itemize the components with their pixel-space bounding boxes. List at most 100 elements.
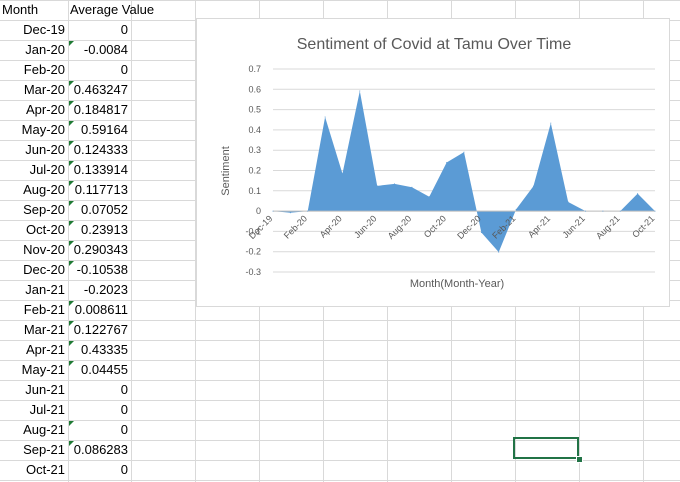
data-point-Dec-19 [272,210,274,212]
number-as-text-flag-1 [69,41,74,46]
x-tick-label: Feb-20 [282,213,309,240]
y-tick-label: 0.5 [248,105,261,115]
cell-month-20[interactable]: Aug-21 [23,422,65,437]
cell-value-18[interactable]: 0 [120,382,128,397]
x-tick-label: Jun-21 [560,213,587,240]
number-as-text-flag-21 [69,441,74,446]
cell-month-9[interactable]: Sep-20 [23,202,65,217]
cell-month-16[interactable]: Apr-21 [25,342,65,357]
cell-value-1[interactable]: -0.0084 [83,42,128,57]
data-point-Apr-20 [341,173,343,175]
number-as-text-flag-5 [69,121,74,126]
cell-value-4[interactable]: 0.184817 [73,102,128,117]
cell-month-8[interactable]: Aug-20 [23,182,65,197]
x-tick-label: Apr-21 [526,213,552,239]
number-as-text-flag-11 [69,241,74,246]
cell-month-17[interactable]: May-21 [21,362,65,377]
cell-value-5[interactable]: 0.59164 [81,122,128,137]
cell-month-3[interactable]: Mar-20 [23,82,65,97]
data-point-Feb-21 [515,208,517,210]
cell-month-5[interactable]: May-20 [21,122,65,137]
column-header-month[interactable]: Month [2,2,39,17]
cell-value-10[interactable]: 0.23913 [81,222,128,237]
data-point-Mar-21 [532,185,534,187]
number-as-text-flag-14 [69,301,74,306]
cell-value-0[interactable]: 0 [120,22,128,37]
data-point-Mar-20 [324,116,326,118]
cell-month-13[interactable]: Jan-21 [25,282,65,297]
number-as-text-flag-16 [69,341,74,346]
x-tick-label: Aug-21 [594,213,622,241]
number-as-text-flag-15 [69,321,74,326]
cell-value-22[interactable]: 0 [120,462,128,477]
y-tick-label: -0.2 [245,247,261,257]
y-tick-label: 0.3 [248,145,261,155]
cell-month-11[interactable]: Nov-20 [23,242,65,257]
data-point-Dec-20 [480,231,482,233]
number-as-text-flag-3 [69,81,74,86]
data-point-May-21 [567,201,569,203]
column-header-average-value[interactable]: Average Value [70,2,155,17]
data-point-Oct-21 [654,210,656,212]
cell-value-9[interactable]: 0.07052 [81,202,128,217]
cell-value-11[interactable]: 0.290343 [73,242,128,257]
data-point-Aug-21 [619,210,621,212]
cell-month-19[interactable]: Jul-21 [29,402,65,417]
cell-month-2[interactable]: Feb-20 [23,62,65,77]
x-tick-label: Jun-20 [352,213,379,240]
y-tick-label: -0.3 [245,267,261,277]
cell-value-7[interactable]: 0.133914 [73,162,128,177]
cell-value-16[interactable]: 0.43335 [81,342,128,357]
cell-month-21[interactable]: Sep-21 [23,442,65,457]
number-as-text-flag-10 [69,221,74,226]
cell-value-6[interactable]: 0.124333 [73,142,128,157]
cell-value-3[interactable]: 0.463247 [73,82,128,97]
cell-value-8[interactable]: 0.117713 [74,182,128,197]
y-tick-label: 0.7 [248,64,261,74]
cell-value-17[interactable]: 0.04455 [81,362,128,377]
cell-month-10[interactable]: Oct-20 [25,222,65,237]
cell-value-19[interactable]: 0 [120,402,128,417]
cell-month-15[interactable]: Mar-21 [23,322,65,337]
cell-value-14[interactable]: 0.008611 [74,302,128,317]
cell-month-12[interactable]: Dec-20 [23,262,65,277]
y-tick-label: 0.6 [248,84,261,94]
data-point-Apr-21 [550,122,552,124]
x-axis-title: Month(Month-Year) [410,278,504,290]
y-axis-title: Sentiment [220,146,232,196]
data-point-Jun-20 [376,185,378,187]
y-tick-label: 0.2 [248,166,261,176]
x-tick-label: Oct-21 [630,213,656,239]
data-point-Sep-20 [428,196,430,198]
data-point-Sep-21 [637,193,639,195]
selected-cell[interactable] [513,437,579,459]
x-tick-label: Dec-20 [455,213,483,241]
cell-value-20[interactable]: 0 [120,422,128,437]
data-point-Jan-20 [289,212,291,214]
cell-month-0[interactable]: Dec-19 [23,22,65,37]
cell-month-6[interactable]: Jun-20 [25,142,65,157]
cell-month-14[interactable]: Feb-21 [23,302,65,317]
cell-value-12[interactable]: -0.10538 [76,262,128,277]
number-as-text-flag-17 [69,361,74,366]
cell-value-21[interactable]: 0.086283 [73,442,128,457]
cell-month-4[interactable]: Apr-20 [25,102,65,117]
chart-area[interactable]: Sentiment of Covid at Tamu Over Time 0.7 0… [196,18,670,307]
cell-value-13[interactable]: -0.2023 [83,282,128,297]
y-tick-label: 0.4 [248,125,261,135]
data-point-Jul-20 [394,183,396,185]
data-point-Jan-21 [498,251,500,253]
cell-value-15[interactable]: 0.122767 [73,322,128,337]
number-as-text-flag-4 [69,101,74,106]
data-point-Aug-20 [411,186,413,188]
sentiment-area-chart: Sentiment of Covid at Tamu Over Time 0.7 0… [220,36,656,290]
x-tick-label: Oct-20 [422,213,448,239]
cell-value-2[interactable]: 0 [120,62,128,77]
cell-month-7[interactable]: Jul-20 [29,162,65,177]
fill-handle[interactable] [576,456,583,463]
cell-month-22[interactable]: Oct-21 [25,462,65,477]
cell-month-18[interactable]: Jun-21 [25,382,65,397]
data-point-Oct-20 [446,162,448,164]
data-point-Nov-20 [463,151,465,153]
cell-month-1[interactable]: Jan-20 [25,42,65,57]
